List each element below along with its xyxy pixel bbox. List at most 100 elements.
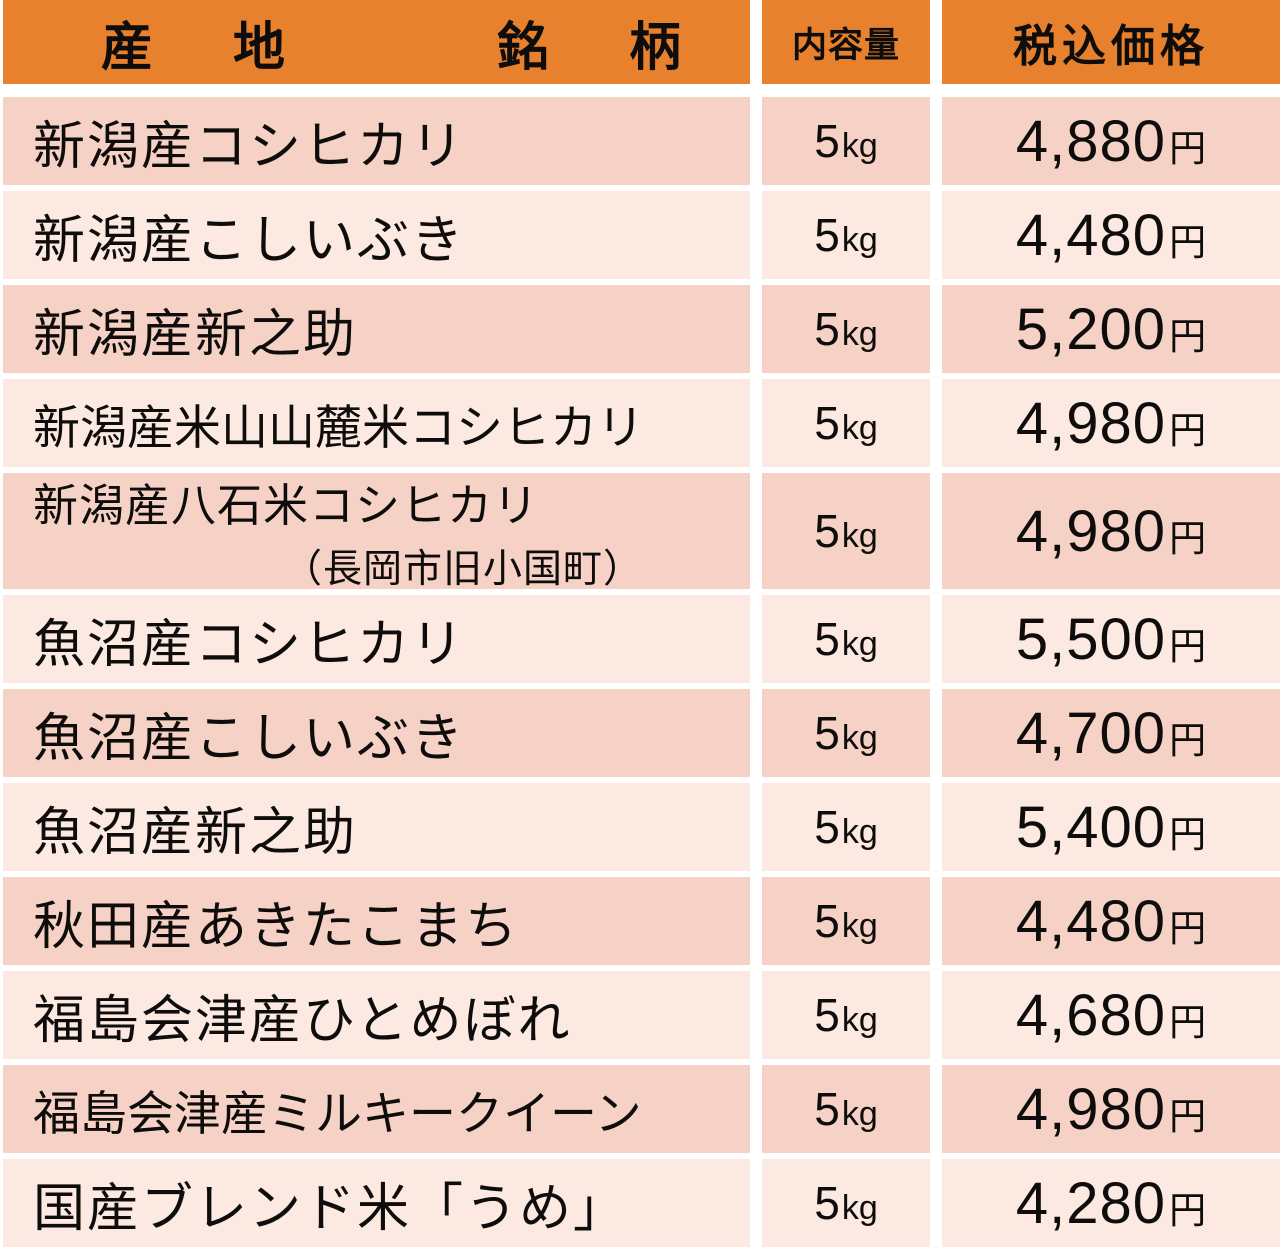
header-brand-label: 銘 柄 [497, 18, 696, 77]
price-line: 4,480 円 [1016, 202, 1206, 269]
price-line: 4,700 円 [1016, 700, 1206, 767]
amount-unit: kg [841, 127, 878, 165]
amount-cell: 5 kg [762, 971, 930, 1059]
amount-value: 5 [814, 707, 840, 759]
price-unit: 円 [1169, 409, 1207, 451]
table-row: 福島会津産ひとめぼれ 5 kg 4,680 円 [3, 971, 1280, 1059]
amount-line: 5 kg [814, 706, 878, 760]
price-cell: 4,980 円 [942, 379, 1280, 467]
price-unit: 円 [1169, 315, 1207, 357]
product-name-cell: 新潟産こしいぶき [3, 191, 750, 279]
amount-line: 5 kg [814, 302, 878, 356]
product-name-cell: 新潟産新之助 [3, 285, 750, 373]
product-name: 魚沼産こしいぶき [33, 709, 466, 768]
header-amount-cell: 内容量 [762, 0, 930, 84]
product-name-cell: 魚沼産こしいぶき [3, 689, 750, 777]
amount-cell: 5 kg [762, 595, 930, 683]
amount-value: 5 [814, 115, 840, 167]
amount-unit: kg [841, 1001, 878, 1039]
amount-line: 5 kg [814, 612, 878, 666]
product-name-cell: 新潟産コシヒカリ [3, 97, 750, 185]
amount-unit: kg [841, 517, 878, 555]
amount-line: 5 kg [814, 988, 878, 1042]
price-cell: 4,280 円 [942, 1159, 1280, 1247]
price-value: 5,500 [1015, 606, 1167, 672]
price-cell: 4,980 円 [942, 473, 1280, 589]
product-name: 新潟産こしいぶき [33, 211, 466, 270]
table-row: 魚沼産新之助 5 kg 5,400 円 [3, 783, 1280, 871]
price-cell: 4,980 円 [942, 1065, 1280, 1153]
amount-line: 5 kg [814, 800, 878, 854]
price-line: 4,280 円 [1016, 1170, 1206, 1237]
amount-unit: kg [841, 315, 878, 353]
product-name-cell: 国産ブレンド米「うめ」 [3, 1159, 750, 1247]
table-row: 魚沼産コシヒカリ 5 kg 5,500 円 [3, 595, 1280, 683]
product-name: 国産ブレンド米「うめ」 [33, 1179, 628, 1238]
amount-cell: 5 kg [762, 877, 930, 965]
price-unit: 円 [1169, 127, 1207, 169]
price-line: 4,980 円 [1016, 390, 1206, 457]
amount-cell: 5 kg [762, 783, 930, 871]
table-row: 新潟産コシヒカリ 5 kg 4,880 円 [3, 97, 1280, 185]
product-name: 魚沼産コシヒカリ [33, 615, 466, 674]
price-cell: 5,200 円 [942, 285, 1280, 373]
table-row: 新潟産八石米コシヒカリ （長岡市旧小国町） 5 kg 4,980 円 [3, 473, 1280, 589]
amount-unit: kg [841, 409, 878, 447]
price-unit: 円 [1169, 221, 1207, 263]
price-cell: 5,400 円 [942, 783, 1280, 871]
price-cell: 4,680 円 [942, 971, 1280, 1059]
amount-cell: 5 kg [762, 473, 930, 589]
product-name-cell: 新潟産八石米コシヒカリ （長岡市旧小国町） [3, 473, 750, 589]
price-value: 4,980 [1015, 1076, 1167, 1142]
amount-cell: 5 kg [762, 285, 930, 373]
header-price-cell: 税込価格 [942, 0, 1280, 84]
product-subtitle: （長岡市旧小国町） [283, 547, 644, 590]
amount-cell: 5 kg [762, 379, 930, 467]
amount-unit: kg [841, 221, 878, 259]
price-cell: 4,480 円 [942, 877, 1280, 965]
amount-line: 5 kg [814, 396, 878, 450]
price-value: 4,480 [1015, 888, 1167, 954]
amount-value: 5 [814, 613, 840, 665]
price-unit: 円 [1169, 517, 1207, 559]
price-line: 5,200 円 [1016, 296, 1206, 363]
amount-unit: kg [841, 625, 878, 663]
table-row: 秋田産あきたこまち 5 kg 4,480 円 [3, 877, 1280, 965]
product-name-cell: 新潟産米山山麓米コシヒカリ [3, 379, 750, 467]
price-line: 4,880 円 [1016, 108, 1206, 175]
price-cell: 5,500 円 [942, 595, 1280, 683]
amount-value: 5 [814, 801, 840, 853]
price-line: 4,480 円 [1016, 888, 1206, 955]
amount-value: 5 [814, 1177, 840, 1229]
price-unit: 円 [1169, 1189, 1207, 1231]
header-price-label: 税込価格 [1013, 22, 1209, 71]
amount-value: 5 [814, 397, 840, 449]
price-cell: 4,480 円 [942, 191, 1280, 279]
price-value: 4,280 [1015, 1170, 1167, 1236]
price-unit: 円 [1169, 1095, 1207, 1137]
table-row: 国産ブレンド米「うめ」 5 kg 4,280 円 [3, 1159, 1280, 1247]
amount-unit: kg [841, 719, 878, 757]
amount-value: 5 [814, 209, 840, 261]
amount-unit: kg [841, 813, 878, 851]
amount-line: 5 kg [814, 504, 878, 558]
price-unit: 円 [1169, 1001, 1207, 1043]
product-name: 新潟産八石米コシヒカリ [33, 479, 540, 531]
product-name-cell: 魚沼産コシヒカリ [3, 595, 750, 683]
amount-value: 5 [814, 505, 840, 557]
amount-cell: 5 kg [762, 191, 930, 279]
product-name: 秋田産あきたこまち [33, 897, 520, 956]
amount-cell: 5 kg [762, 1065, 930, 1153]
product-name: 魚沼産新之助 [33, 803, 358, 862]
amount-value: 5 [814, 895, 840, 947]
amount-unit: kg [841, 1095, 878, 1133]
amount-value: 5 [814, 989, 840, 1041]
price-unit: 円 [1169, 907, 1207, 949]
amount-unit: kg [841, 1189, 878, 1227]
price-value: 5,200 [1015, 296, 1167, 362]
price-value: 4,980 [1015, 390, 1167, 456]
product-name-cell: 福島会津産ミルキークイーン [3, 1065, 750, 1153]
price-value: 4,980 [1015, 498, 1167, 564]
amount-value: 5 [814, 303, 840, 355]
amount-line: 5 kg [814, 1082, 878, 1136]
